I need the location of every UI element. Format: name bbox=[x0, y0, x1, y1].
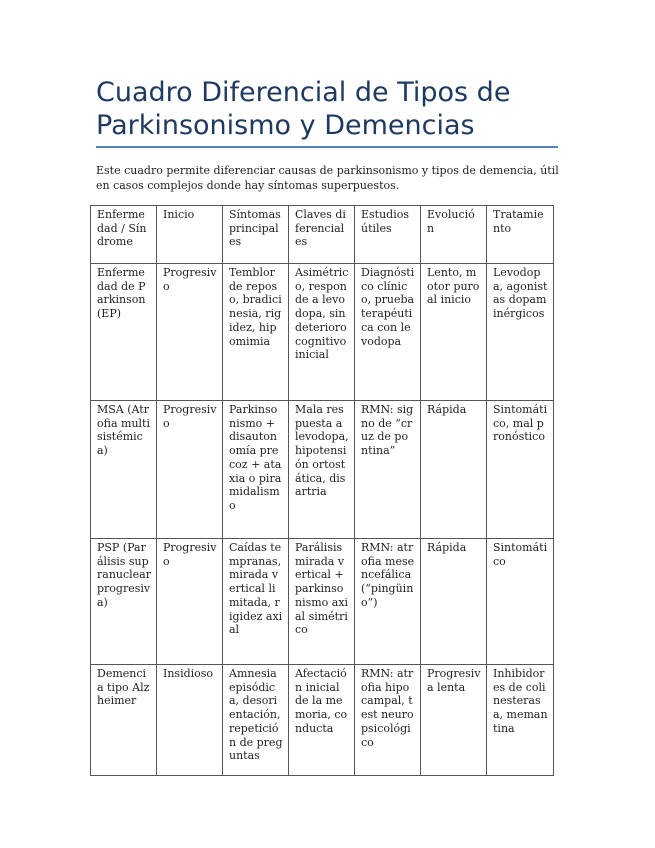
cell-text: Progresiva lenta bbox=[427, 667, 481, 694]
cell-differential-keys: Mala respuesta a levodopa, hipotensión o… bbox=[288, 400, 355, 539]
cell-disease: Enfermedad de Parkinson (EP) bbox=[90, 263, 157, 401]
cell-text: RMN: atrofia hipocampal, test neuropsico… bbox=[361, 667, 414, 749]
header-cell-text: Síntomas principales bbox=[229, 208, 281, 249]
table-row: PSP (Parálisis supranuclear progresiva) P… bbox=[90, 538, 554, 665]
cell-differential-keys: Parálisis mirada vertical + parkinsonism… bbox=[288, 538, 355, 665]
cell-treatment: Inhibidores de colinesterasa, memantina bbox=[486, 664, 554, 776]
intro-paragraph: Este cuadro permite diferenciar causas d… bbox=[96, 164, 559, 192]
cell-symptoms: Temblor de reposo, bradicinesia, rigidez… bbox=[222, 263, 289, 401]
cell-evolution: Progresiva lenta bbox=[420, 664, 487, 776]
cell-text: Insidioso bbox=[163, 667, 214, 680]
cell-text: Enfermedad de Parkinson (EP) bbox=[97, 266, 146, 321]
cell-text: Parkinsonismo + disautonomía precoz + at… bbox=[229, 403, 282, 512]
header-cell-text: Enfermedad / Síndrome bbox=[97, 208, 147, 249]
cell-text: RMN: signo de “cruz de pontina” bbox=[361, 403, 414, 458]
cell-treatment: Sintomático, mal pronóstico bbox=[486, 400, 554, 539]
cell-evolution: Lento, motor puro al inicio bbox=[420, 263, 487, 401]
header-cell-treatment: Tratamiento bbox=[486, 205, 554, 264]
differential-table: Enfermedad / Síndrome Inicio Síntomas prin… bbox=[90, 205, 554, 776]
cell-onset: Insidioso bbox=[156, 664, 223, 776]
cell-symptoms: Caídas tempranas, mirada vertical limita… bbox=[222, 538, 289, 665]
page-title: Cuadro Diferencial de Tipos de Parkinson… bbox=[96, 77, 511, 141]
cell-studies: RMN: signo de “cruz de pontina” bbox=[354, 400, 421, 539]
cell-onset: Progresivo bbox=[156, 400, 223, 539]
cell-disease: MSA (Atrofia multisistémica) bbox=[90, 400, 157, 539]
cell-text: Rápida bbox=[427, 541, 467, 554]
cell-text: Sintomático bbox=[493, 541, 548, 568]
cell-onset: Progresivo bbox=[156, 263, 223, 401]
cell-symptoms: Amnesia episódica, desorientación, repet… bbox=[222, 664, 289, 776]
cell-studies: RMN: atrofia mesencefálica (“pingüino”) bbox=[354, 538, 421, 665]
cell-text: RMN: atrofia mesencefálica (“pingüino”) bbox=[361, 541, 415, 609]
header-cell-symptoms: Síntomas principales bbox=[222, 205, 289, 264]
header-cell-evolution: Evolución bbox=[420, 205, 487, 264]
table-row: MSA (Atrofia multisistémica) Progresivo Pa… bbox=[90, 400, 554, 539]
cell-disease: Demencia tipo Alzheimer bbox=[90, 664, 157, 776]
table-header-row: Enfermedad / Síndrome Inicio Síntomas prin… bbox=[90, 205, 554, 264]
cell-text: Inhibidores de colinesterasa, memantina bbox=[493, 667, 548, 735]
cell-text: Rápida bbox=[427, 403, 467, 416]
cell-text: Amnesia episódica, desorientación, repet… bbox=[229, 667, 283, 763]
cell-text: Sintomático, mal pronóstico bbox=[493, 403, 548, 444]
cell-onset: Progresivo bbox=[156, 538, 223, 665]
cell-text: MSA (Atrofia multisistémica) bbox=[97, 403, 150, 458]
header-cell-text: Tratamiento bbox=[493, 208, 544, 235]
cell-text: Mala respuesta a levodopa, hipotensión o… bbox=[295, 403, 349, 499]
cell-text: Progresivo bbox=[163, 541, 217, 568]
cell-evolution: Rápida bbox=[420, 400, 487, 539]
cell-differential-keys: Asimétrico, responde a levodopa, sin det… bbox=[288, 263, 355, 401]
cell-treatment: Levodopa, agonistas dopaminérgicos bbox=[486, 263, 554, 401]
cell-evolution: Rápida bbox=[420, 538, 487, 665]
cell-disease: PSP (Parálisis supranuclear progresiva) bbox=[90, 538, 157, 665]
title-divider bbox=[96, 146, 558, 148]
header-cell-differential-keys: Claves diferenciales bbox=[288, 205, 355, 264]
header-cell-disease: Enfermedad / Síndrome bbox=[90, 205, 157, 264]
cell-symptoms: Parkinsonismo + disautonomía precoz + at… bbox=[222, 400, 289, 539]
cell-text: Demencia tipo Alzheimer bbox=[97, 667, 150, 708]
header-cell-studies: Estudios útiles bbox=[354, 205, 421, 264]
cell-text: Diagnóstico clínico, prueba terapéutica … bbox=[361, 266, 415, 348]
header-cell-text: Claves diferenciales bbox=[295, 208, 346, 249]
cell-text: Progresivo bbox=[163, 266, 217, 293]
table-row: Demencia tipo Alzheimer Insidioso Amnesia … bbox=[90, 664, 554, 776]
header-cell-text: Estudios útiles bbox=[361, 208, 410, 235]
cell-text: Progresivo bbox=[163, 403, 217, 430]
cell-text: Lento, motor puro al inicio bbox=[427, 266, 480, 307]
cell-text: Caídas tempranas, mirada vertical limita… bbox=[229, 541, 283, 637]
header-cell-text: Evolución bbox=[427, 208, 475, 235]
cell-studies: Diagnóstico clínico, prueba terapéutica … bbox=[354, 263, 421, 401]
cell-text: Afectación inicial de la memoria, conduc… bbox=[295, 667, 348, 735]
header-cell-text: Inicio bbox=[163, 208, 195, 221]
cell-text: Parálisis mirada vertical + parkinsonism… bbox=[295, 541, 349, 637]
cell-text: PSP (Parálisis supranuclear progresiva) bbox=[97, 541, 151, 609]
cell-differential-keys: Afectación inicial de la memoria, conduc… bbox=[288, 664, 355, 776]
cell-text: Levodopa, agonistas dopaminérgicos bbox=[493, 266, 548, 321]
cell-studies: RMN: atrofia hipocampal, test neuropsico… bbox=[354, 664, 421, 776]
cell-text: Temblor de reposo, bradicinesia, rigidez… bbox=[229, 266, 282, 348]
table-row: Enfermedad de Parkinson (EP) Progresivo Te… bbox=[90, 263, 554, 401]
header-cell-onset: Inicio bbox=[156, 205, 223, 264]
cell-treatment: Sintomático bbox=[486, 538, 554, 665]
cell-text: Asimétrico, responde a levodopa, sin det… bbox=[295, 266, 349, 362]
